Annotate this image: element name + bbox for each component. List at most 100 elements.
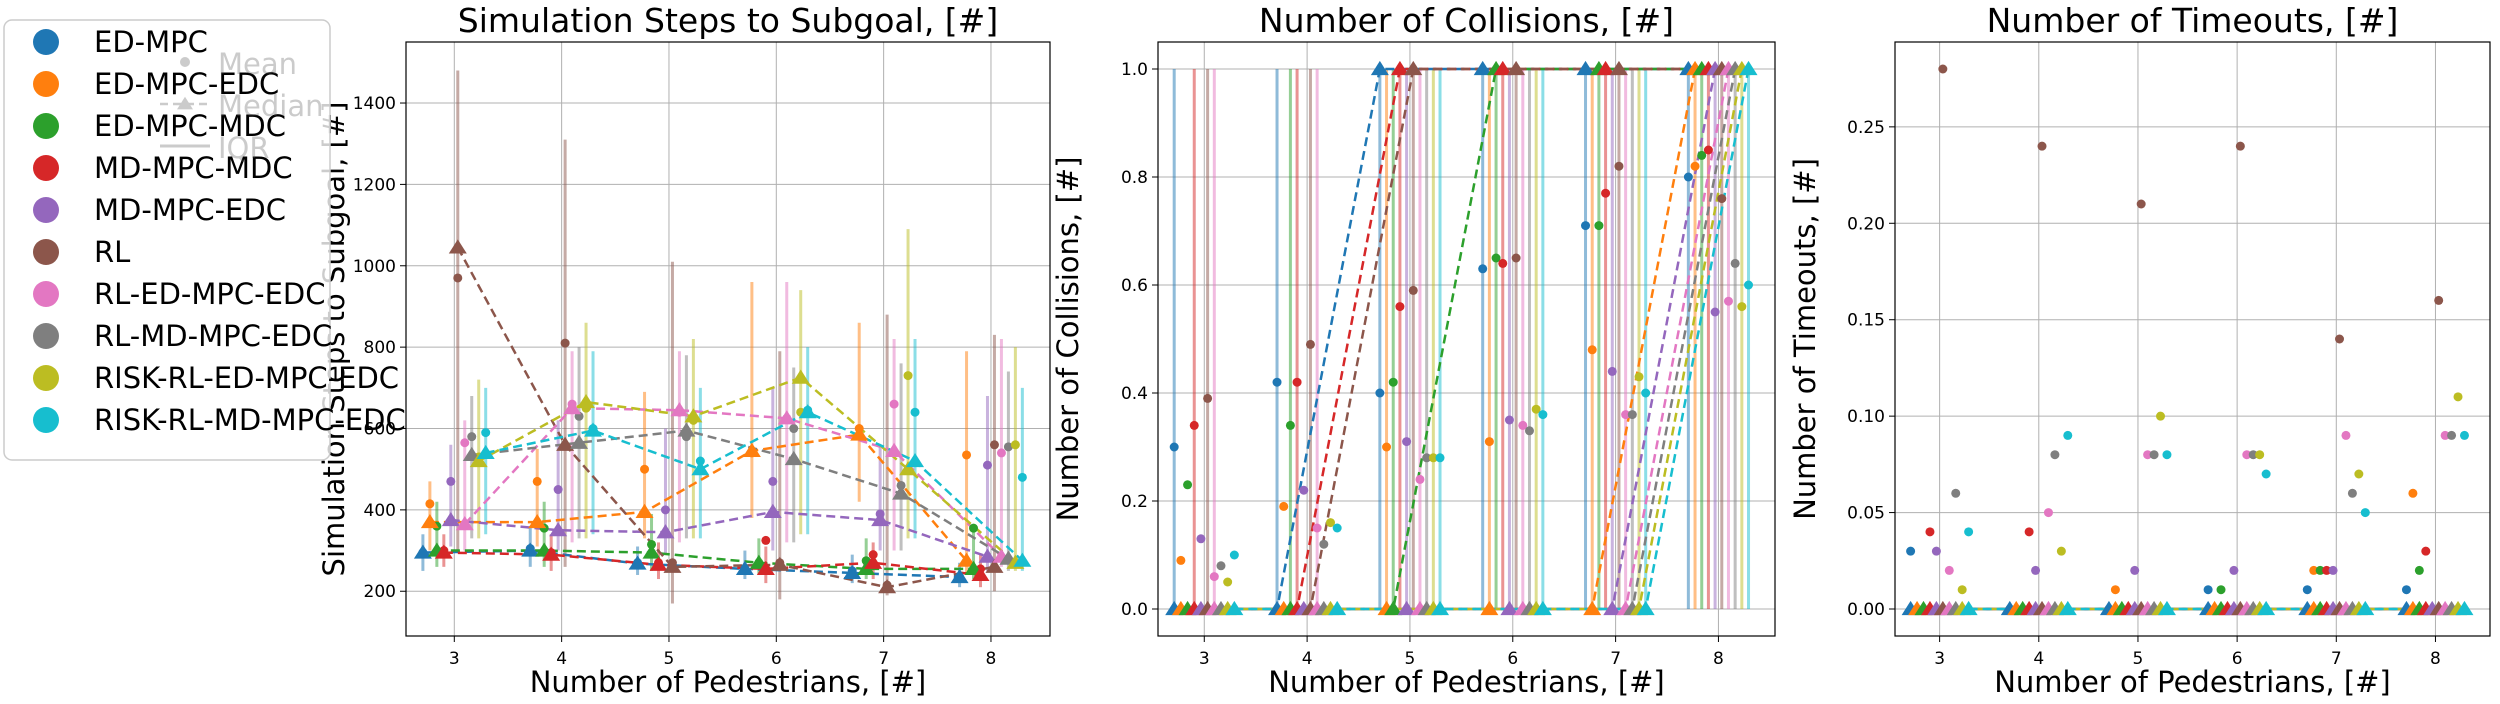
median-marker — [770, 556, 789, 571]
median-marker — [1533, 600, 1552, 616]
mean-point — [1003, 442, 1013, 452]
median-marker — [950, 568, 969, 584]
mean-point — [1601, 188, 1611, 198]
x-tick-label: 4 — [1302, 649, 1313, 669]
y-tick-label: 0.6 — [1121, 276, 1148, 296]
median-marker — [1473, 60, 1492, 76]
mean-point — [1229, 550, 1239, 560]
y-tick-label: 0.0 — [1121, 600, 1148, 620]
median-marker — [1576, 60, 1595, 76]
median-marker — [850, 426, 869, 441]
mean-point — [1587, 345, 1597, 355]
mean-point — [1717, 194, 1727, 204]
median-marker — [1225, 600, 1244, 616]
axes-frame — [1157, 41, 1776, 637]
x-tick-label: 6 — [771, 649, 782, 669]
mean-point — [1272, 377, 1282, 387]
median-marker — [656, 524, 675, 539]
mean-point — [2421, 546, 2431, 556]
legend-marker — [33, 239, 59, 265]
mean-point — [1428, 453, 1438, 463]
mean-point — [2309, 565, 2319, 575]
mean-point — [1703, 145, 1713, 155]
median-marker — [885, 442, 904, 457]
y-tick-label: 0.20 — [1847, 214, 1885, 234]
median-marker — [1583, 600, 1602, 616]
median-marker — [691, 461, 710, 476]
x-tick-label: 3 — [449, 649, 460, 669]
mean-point — [1744, 280, 1754, 290]
median-marker — [892, 485, 911, 500]
median-marker — [1959, 600, 1978, 616]
mean-point — [1408, 285, 1418, 295]
legend-marker — [33, 197, 59, 223]
mean-point — [1531, 404, 1541, 414]
mean-point — [1375, 388, 1385, 398]
median-marker — [684, 408, 703, 423]
median-marker — [735, 560, 754, 575]
mean-point — [1169, 442, 1179, 452]
mean-point — [2447, 430, 2457, 440]
median-marker — [1500, 600, 1519, 616]
axes-frame — [405, 41, 1051, 637]
mean-point — [1710, 307, 1720, 317]
x-tick-label: 3 — [1934, 649, 1945, 669]
mean-point — [640, 464, 650, 474]
mean-point — [560, 338, 570, 348]
y-tick-label: 1.0 — [1121, 60, 1148, 80]
mean-point — [2315, 565, 2325, 575]
median-marker — [1739, 60, 1758, 76]
median-marker — [791, 369, 810, 384]
legend-label: RL — [94, 235, 130, 269]
mean-point — [467, 432, 477, 442]
y-tick-label: 0.4 — [1121, 384, 1148, 404]
x-tick-label: 3 — [1199, 649, 1210, 669]
median-marker — [413, 544, 432, 559]
mean-point — [1203, 393, 1213, 403]
median-marker — [1390, 60, 1409, 76]
mean-point — [962, 450, 972, 460]
median-marker — [577, 393, 596, 409]
median-marker — [441, 511, 460, 527]
mean-point — [2130, 565, 2140, 575]
mean-point — [1402, 437, 1412, 447]
mean-point — [996, 448, 1006, 458]
legend-mean-label: Mean — [218, 47, 297, 81]
mean-point — [553, 485, 563, 495]
mean-point — [1944, 565, 1954, 575]
mean-point — [2235, 141, 2245, 151]
median-marker — [1636, 600, 1655, 616]
median-marker — [1328, 600, 1347, 616]
mean-point — [2414, 565, 2424, 575]
median-marker — [570, 434, 589, 449]
mean-point — [2056, 546, 2066, 556]
y-tick-label: 1200 — [353, 175, 396, 195]
mean-point — [2328, 565, 2338, 575]
mean-point — [1964, 527, 1974, 537]
mean-point — [481, 428, 491, 438]
mean-point — [460, 438, 470, 448]
legend-label: ED-MPC-MDC — [94, 109, 286, 143]
y-tick-label: 0.10 — [1847, 407, 1885, 427]
median-marker — [2058, 600, 2077, 616]
legend-marker — [33, 29, 59, 55]
median-marker — [1609, 60, 1628, 76]
median-marker — [1404, 60, 1423, 76]
mean-point — [532, 476, 542, 486]
legend-label: MD-MPC-EDC — [94, 193, 286, 227]
x-tick-label: 7 — [1610, 649, 1621, 669]
y-tick-label: 400 — [364, 501, 396, 521]
y-tick-label: 0.15 — [1847, 311, 1885, 331]
median-marker — [476, 444, 495, 459]
x-tick-label: 7 — [878, 649, 889, 669]
chart-panel-2: 3 4 5 6 7 8 0.0 0.2 0.4 0.6 0.8 1.0 Number of Collis… — [1051, 1, 1776, 699]
legend-iqr-label: IQR — [218, 131, 270, 165]
mean-point — [1938, 64, 1948, 74]
median-marker — [1013, 552, 1032, 567]
median-marker — [642, 544, 661, 559]
median-marker — [2455, 600, 2474, 616]
chart-title: Simulation Steps to Subgoal, [#] — [458, 1, 998, 40]
x-axis-label: Number of Pedestrians, [#] — [530, 665, 927, 699]
median-marker — [798, 404, 817, 419]
